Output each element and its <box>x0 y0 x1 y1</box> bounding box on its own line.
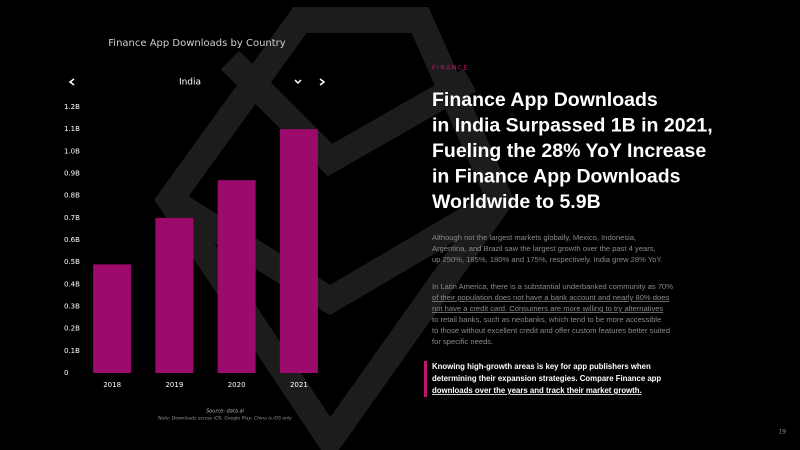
source: Source: data.ai <box>206 409 244 415</box>
headline-line: Fueling the 28% YoY Increase <box>432 140 706 162</box>
headline-line: Worldwide to 5.9B <box>432 191 601 213</box>
kicker: FINANCE <box>432 65 469 72</box>
note: Note: Downloads across iOS, Google Play;… <box>158 416 292 422</box>
bar <box>279 129 318 373</box>
paragraph-line: up 250%, 185%, 180% and 175%, respective… <box>432 255 663 264</box>
paragraph-line: In Latin America, there is a substantial… <box>432 282 673 291</box>
headline-line: in India Surpassed 1B in 2021, <box>432 115 713 137</box>
y-tick-label: 0 <box>64 369 68 377</box>
paragraph-line: of their population does not have a bank… <box>432 293 669 302</box>
bar <box>93 264 132 373</box>
y-tick-label: 0.2B <box>64 325 80 333</box>
y-tick-label: 0.5B <box>64 258 80 266</box>
callout-line: Knowing high-growth areas is key for app… <box>432 362 651 371</box>
paragraph-line: to retail banks, such as neobanks, which… <box>432 315 661 324</box>
paragraph-line: for specific needs. <box>432 337 493 346</box>
dropdown-icon[interactable] <box>294 79 302 85</box>
callout-line: determining their expansion strategies. … <box>432 374 661 383</box>
previous-button[interactable] <box>68 78 75 86</box>
callout-line: downloads over the years and track their… <box>432 386 642 395</box>
bar <box>217 180 256 373</box>
headline-line: in Finance App Downloads <box>432 166 681 188</box>
y-tick-label: 0.1B <box>64 347 80 355</box>
y-tick-label: 1.2B <box>64 103 80 111</box>
headline-line: Finance App Downloads <box>432 89 658 111</box>
paragraph-line: not have a credit card. Consumers are mo… <box>432 304 663 313</box>
page-number: 19 <box>778 429 786 436</box>
callout-bar <box>424 361 427 397</box>
y-tick-label: 0.4B <box>64 280 80 288</box>
x-tick-label: 2018 <box>103 381 121 389</box>
x-tick-label: 2021 <box>290 381 308 389</box>
country-selector[interactable]: India <box>179 78 201 88</box>
y-tick-label: 0.9B <box>64 170 80 178</box>
y-tick-label: 1.1B <box>64 125 80 133</box>
y-tick-label: 0.6B <box>64 236 80 244</box>
x-tick-label: 2019 <box>165 381 183 389</box>
x-tick-label: 2020 <box>228 381 246 389</box>
paragraph-line: Argentina, and Brazil saw the largest gr… <box>432 244 656 253</box>
y-tick-label: 0.7B <box>64 214 80 222</box>
paragraph-line: Although not the largest markets globall… <box>432 233 636 242</box>
y-tick-label: 0.8B <box>64 192 80 200</box>
paragraph-line: to those without excellent credit and of… <box>432 326 670 335</box>
chart-title: Finance App Downloads by Country <box>108 38 285 49</box>
y-tick-label: 1.0B <box>64 147 80 155</box>
next-button[interactable] <box>319 78 326 86</box>
bar <box>155 217 194 373</box>
y-tick-label: 0.3B <box>64 303 80 311</box>
